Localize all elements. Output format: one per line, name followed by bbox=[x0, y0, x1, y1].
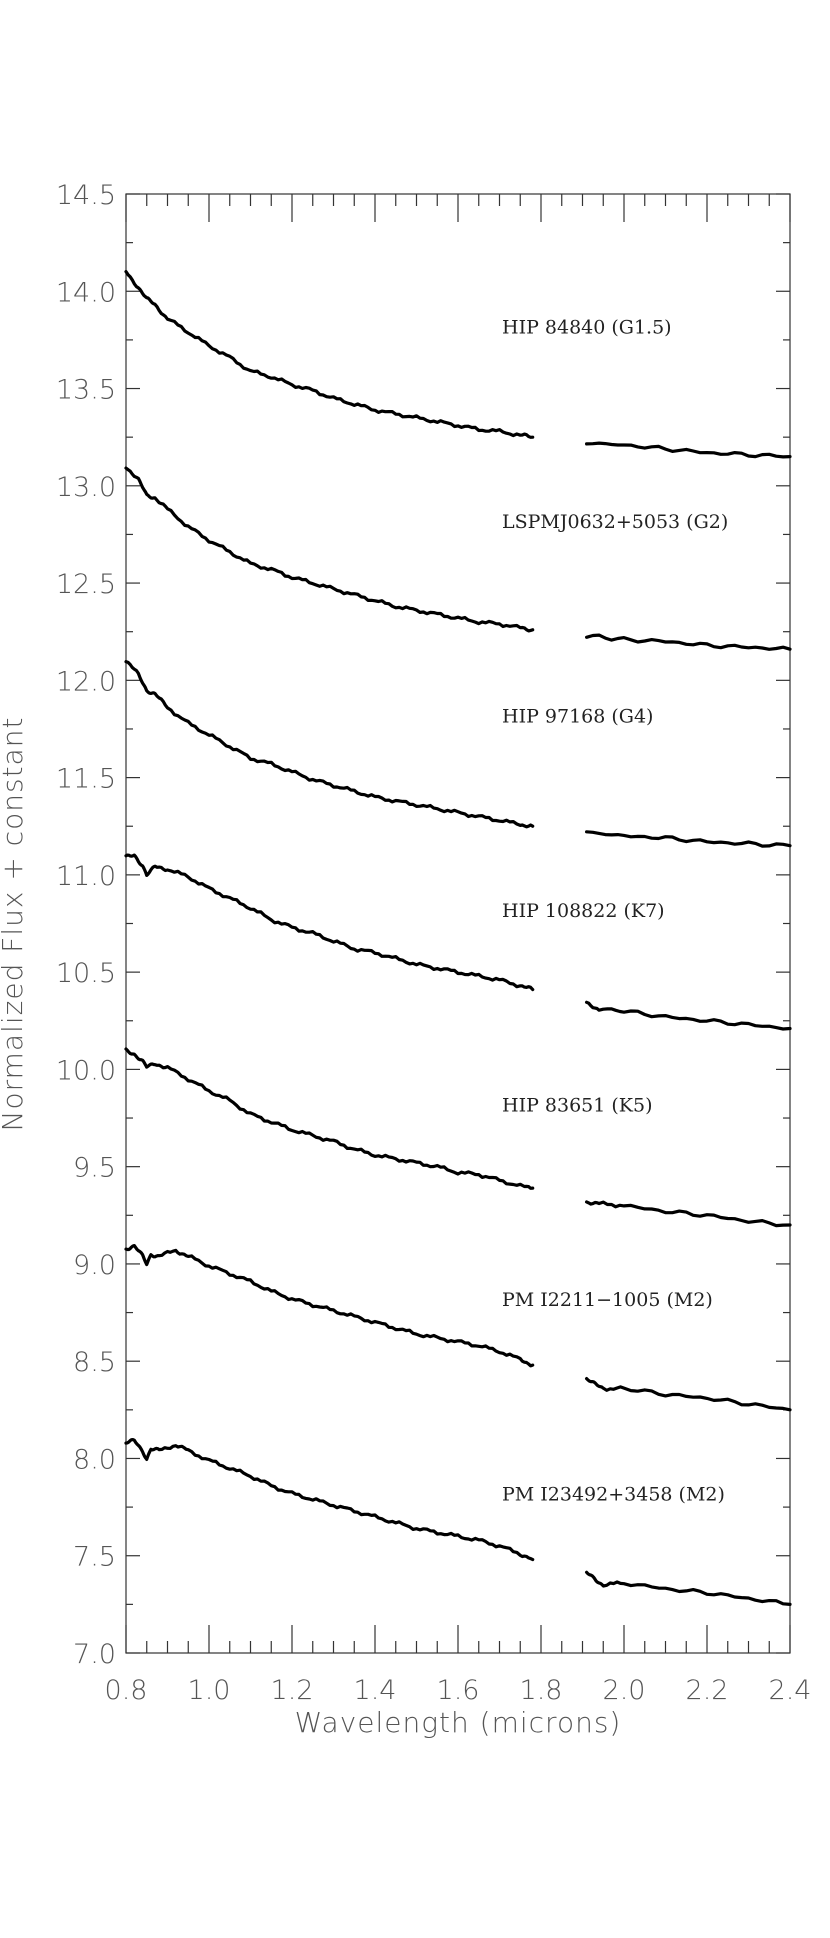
y-tick-label: 8.5 bbox=[73, 1347, 116, 1378]
y-tick-label: 11.0 bbox=[56, 861, 116, 892]
spectrum-series-3 bbox=[124, 660, 792, 848]
spectrum-series-7 bbox=[124, 1438, 792, 1606]
x-tick-label: 1.8 bbox=[520, 1675, 563, 1706]
spectrum-series-1 bbox=[124, 270, 792, 459]
y-tick-labels: 7.0 7.5 8.0 8.5 9.0 9.5 10.0 10.5 11.0 11.5 12.0 12… bbox=[56, 180, 116, 1670]
spectrum-line bbox=[124, 1244, 535, 1368]
spectrum-line bbox=[585, 1200, 792, 1228]
spectrum-label: HIP 83651 (K5) bbox=[502, 1094, 653, 1116]
spectrum-series-4 bbox=[124, 853, 792, 1031]
spectrum-label: LSPMJ0632+5053 (G2) bbox=[502, 511, 728, 533]
y-tick-label: 12.0 bbox=[56, 666, 116, 697]
y-tick-label: 13.0 bbox=[56, 472, 116, 503]
x-axis-title: Wavelength (microns) bbox=[295, 1706, 622, 1739]
y-tick-label: 14.0 bbox=[56, 277, 116, 308]
x-tick-label: 1.4 bbox=[354, 1675, 397, 1706]
spectrum-line bbox=[124, 466, 535, 633]
y-tick-label: 10.5 bbox=[56, 958, 116, 989]
spectrum-labels: HIP 84840 (G1.5) LSPMJ0632+5053 (G2) HIP 9… bbox=[502, 316, 728, 1505]
plot-frame bbox=[125, 193, 791, 1654]
spectrum-label: HIP 108822 (K7) bbox=[502, 900, 665, 922]
y-tick-label: 8.0 bbox=[73, 1444, 116, 1475]
spectrum-series-5 bbox=[124, 1047, 792, 1228]
x-tick-labels: 0.8 1.0 1.2 1.4 1.6 1.8 2.0 2.2 2.4 bbox=[105, 1675, 812, 1706]
spectra-series bbox=[124, 270, 792, 1606]
spectrum-line bbox=[124, 270, 535, 439]
spectrum-line bbox=[585, 1000, 792, 1031]
spectrum-line bbox=[124, 853, 535, 992]
spectrum-line bbox=[124, 660, 535, 829]
y-tick-label: 13.5 bbox=[56, 375, 116, 406]
y-tick-label: 11.5 bbox=[56, 764, 116, 795]
spectrum-line bbox=[585, 633, 792, 651]
y-tick-label: 12.5 bbox=[56, 569, 116, 600]
x-tick-label: 1.2 bbox=[271, 1675, 314, 1706]
spectrum-line bbox=[124, 1438, 535, 1562]
y-tick-label: 9.5 bbox=[73, 1153, 116, 1184]
spectrum-series-6 bbox=[124, 1244, 792, 1412]
x-tick-label: 2.0 bbox=[603, 1675, 646, 1706]
y-tick-label: 7.0 bbox=[73, 1639, 116, 1670]
y-tick-label: 14.5 bbox=[56, 180, 116, 211]
x-tick-label: 2.4 bbox=[769, 1675, 812, 1706]
x-tick-label: 1.0 bbox=[188, 1675, 231, 1706]
x-tick-label: 2.2 bbox=[686, 1675, 729, 1706]
x-tick-label: 0.8 bbox=[105, 1675, 148, 1706]
spectrum-label: HIP 84840 (G1.5) bbox=[502, 316, 672, 338]
spectrum-line bbox=[124, 1047, 535, 1190]
spectrum-line bbox=[585, 1570, 792, 1606]
spectrum-line bbox=[585, 441, 792, 459]
axis-ticks bbox=[125, 193, 791, 1654]
spectrum-label: PM I2211−1005 (M2) bbox=[502, 1289, 713, 1311]
x-tick-label: 1.6 bbox=[437, 1675, 480, 1706]
y-tick-label: 10.0 bbox=[56, 1055, 116, 1086]
y-tick-label: 9.0 bbox=[73, 1250, 116, 1281]
spectrum-series-2 bbox=[124, 466, 792, 651]
y-tick-label: 7.5 bbox=[73, 1542, 116, 1573]
spectrum-line bbox=[585, 1377, 792, 1412]
spectrum-label: HIP 97168 (G4) bbox=[502, 705, 653, 727]
spectrum-label: PM I23492+3458 (M2) bbox=[502, 1483, 725, 1505]
spectrum-line bbox=[585, 830, 792, 848]
y-axis-title: Normalized Flux + constant bbox=[0, 717, 29, 1132]
